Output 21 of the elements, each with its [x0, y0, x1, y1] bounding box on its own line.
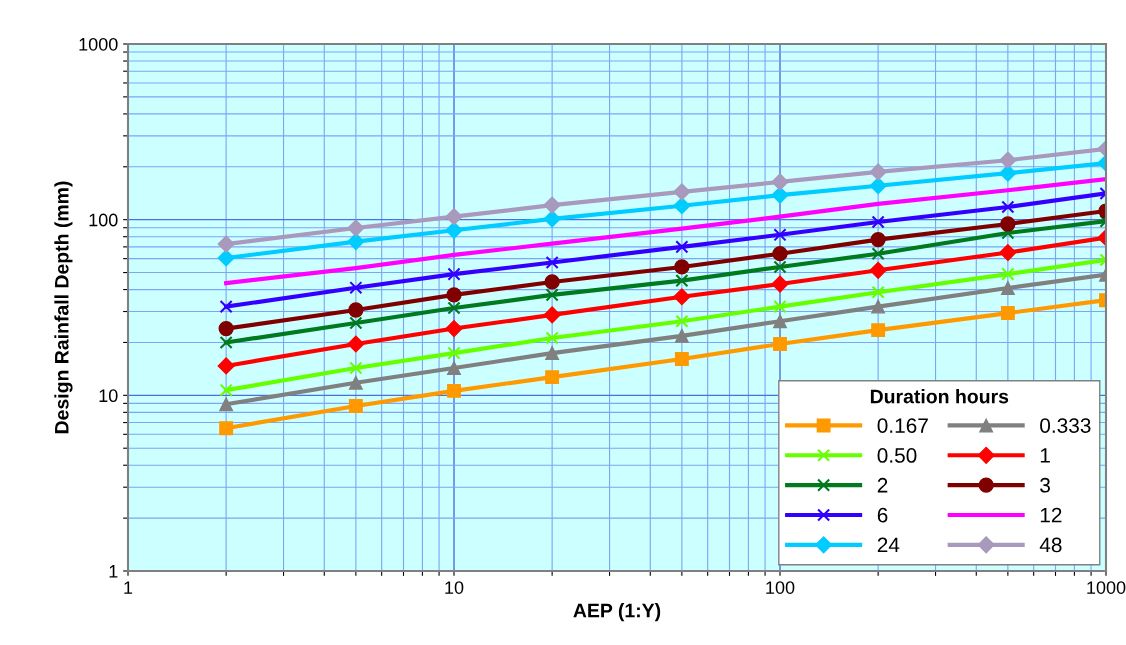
- y-axis-title: Design Rainfall Depth (mm): [54, 181, 73, 434]
- x-tick-label: 100: [766, 581, 795, 594]
- legend-label: 6: [877, 507, 888, 523]
- y-tick-label: 100: [89, 213, 118, 227]
- y-tick-label: 10: [99, 389, 118, 403]
- legend-label: 0.167: [877, 418, 928, 433]
- x-axis-title: AEP (1:Y): [573, 603, 661, 622]
- legend-label: 0.333: [1040, 418, 1091, 433]
- y-tick-label: 1: [109, 565, 118, 578]
- legend-label: 48: [1039, 537, 1062, 553]
- legend-title: Duration hours: [870, 389, 1009, 404]
- x-tick-label: 1: [124, 581, 133, 594]
- x-tick-label: 10: [445, 581, 464, 594]
- x-tick-label: 1000: [1087, 581, 1126, 594]
- legend-label: 2: [877, 477, 888, 493]
- legend-label: 3: [1040, 477, 1050, 493]
- legend-label: 12: [1040, 507, 1062, 523]
- legend-label: 1: [1040, 448, 1050, 463]
- legend-label: 24: [877, 537, 900, 553]
- legend-label: 0.50: [877, 448, 917, 463]
- y-tick-label: 1000: [79, 37, 118, 51]
